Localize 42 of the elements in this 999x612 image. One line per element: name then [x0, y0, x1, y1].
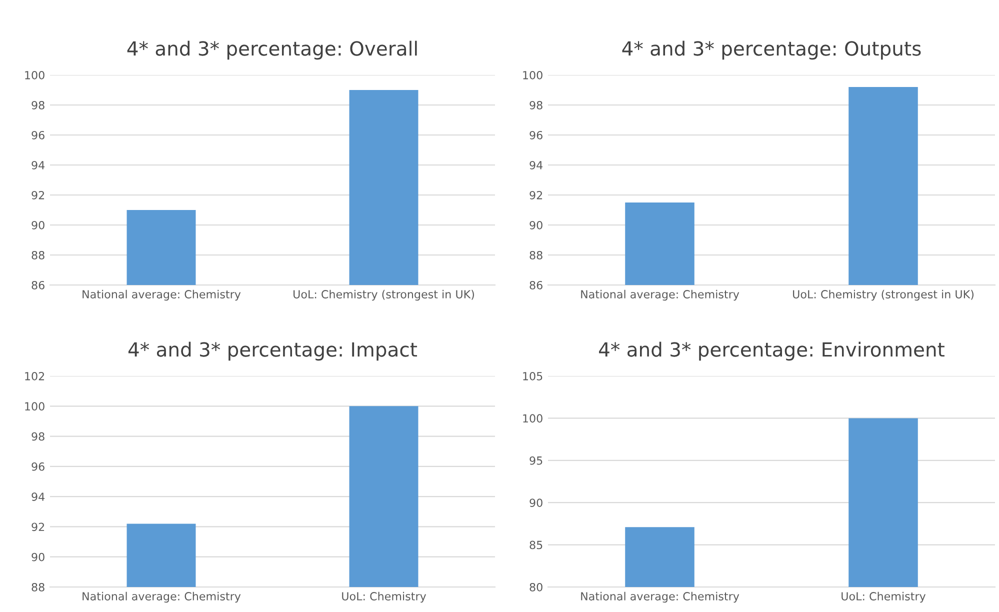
x-tick-label: National average: Chemistry — [581, 592, 740, 603]
y-tick-label: 96 — [530, 130, 542, 140]
y-tick-label: 96 — [32, 462, 44, 471]
y-tick-label: 90 — [530, 220, 542, 230]
y-tick-label: 94 — [32, 492, 45, 501]
y-tick-label: 88 — [32, 582, 44, 592]
y-tick-label: 94 — [530, 160, 543, 170]
y-tick-label: 85 — [530, 540, 542, 550]
y-tick-label: 96 — [32, 130, 44, 140]
y-tick-label: 95 — [530, 456, 542, 465]
chart-title: 4* and 3* percentage: Environment — [599, 342, 944, 361]
y-tick-label: 86 — [32, 280, 44, 290]
y-tick-label: 92 — [530, 190, 542, 200]
x-tick-label: National average: Chemistry — [581, 290, 740, 301]
y-tick-label: 100 — [523, 414, 542, 423]
y-tick-label: 94 — [32, 160, 45, 170]
chart-title: 4* and 3* percentage: Impact — [128, 342, 418, 361]
y-tick-label: 100 — [25, 402, 44, 411]
y-tick-label: 102 — [25, 372, 44, 380]
x-tick-label: National average: Chemistry — [82, 290, 241, 301]
y-tick-label: 90 — [32, 220, 44, 230]
chart-title: 4* and 3* percentage: Outputs — [622, 40, 921, 60]
x-tick-label: UoL: Chemistry (strongest in UK) — [793, 290, 974, 301]
y-tick-label: 105 — [523, 372, 542, 380]
y-tick-label: 90 — [32, 552, 44, 562]
y-tick-label: 80 — [530, 582, 542, 592]
y-tick-label: 92 — [32, 190, 44, 200]
x-tick-label: UoL: Chemistry — [842, 592, 926, 603]
y-tick-label: 90 — [530, 498, 542, 507]
x-tick-label: National average: Chemistry — [82, 592, 241, 603]
y-tick-label: 100 — [523, 70, 542, 80]
y-tick-label: 98 — [32, 432, 44, 441]
y-tick-label: 100 — [25, 70, 44, 80]
x-tick-label: UoL: Chemistry (strongest in UK) — [294, 290, 474, 301]
y-tick-label: 98 — [32, 100, 44, 110]
x-tick-label: UoL: Chemistry — [342, 592, 426, 603]
y-tick-label: 86 — [530, 280, 542, 290]
y-tick-label: 88 — [32, 250, 44, 260]
chart-title: 4* and 3* percentage: Overall — [127, 40, 417, 60]
y-tick-label: 92 — [32, 522, 44, 532]
y-tick-label: 98 — [530, 100, 542, 110]
y-tick-label: 88 — [530, 250, 542, 260]
